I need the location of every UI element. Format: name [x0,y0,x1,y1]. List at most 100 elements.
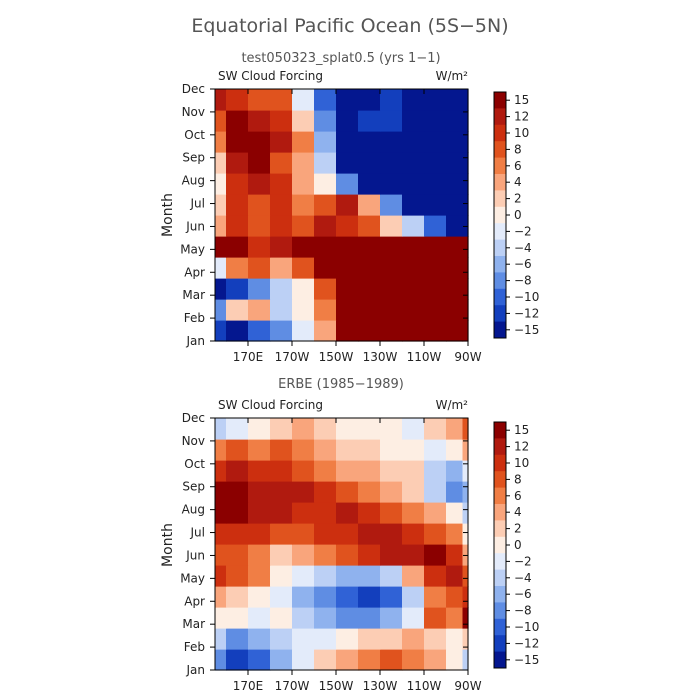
heatmap-cell [215,320,227,342]
heatmap-cell [215,152,227,174]
heatmap-cell [402,215,425,237]
heatmap-cell [336,257,359,279]
panel-title: test050323_splat0.5 (yrs 1−1) [241,51,440,66]
colorbar-swatch [494,321,506,339]
heatmap-cell [424,628,447,650]
heatmap-cell [270,257,293,279]
heatmap-cell [380,649,403,671]
y-tick-label: Apr [184,265,205,279]
heatmap-cell [402,418,425,440]
heatmap-cell [446,194,464,216]
heatmap-cell [462,215,469,237]
heatmap-cell [270,439,293,461]
heatmap-cell [424,649,447,671]
heatmap-cell [462,649,469,671]
heatmap-cell [314,257,337,279]
heatmap-cell [248,299,271,321]
heatmap-cell [336,299,359,321]
heatmap-cell [270,173,293,195]
heatmap-cell [446,649,464,671]
colorbar-label: 8 [514,142,522,156]
colorbar-swatch [494,190,506,208]
heatmap-cell [358,523,381,545]
heatmap-cell [358,257,381,279]
heatmap-cell [314,131,337,153]
heatmap-cell [248,89,271,111]
heatmap-cell [336,439,359,461]
heatmap-cell [336,152,359,174]
heatmap-cell [248,439,271,461]
heatmap-cell [462,278,469,300]
heatmap-cell [336,544,359,566]
y-tick-label: Dec [182,411,205,425]
heatmap-cell [226,649,249,671]
colorbar-label: 10 [514,126,529,140]
y-tick-label: Feb [184,311,205,325]
heatmap-cell [402,194,425,216]
heatmap-cell [424,460,447,482]
heatmap-cell [402,131,425,153]
heatmap-cell [248,278,271,300]
heatmap-cell [314,418,337,440]
heatmap-cell [336,418,359,440]
heatmap-cell [215,89,227,111]
heatmap-cell [248,131,271,153]
heatmap-cell [314,502,337,524]
colorbar-label: −6 [514,587,532,601]
heatmap-cell [358,439,381,461]
heatmap-cell [402,299,425,321]
heatmap-cell [380,173,403,195]
heatmap-cell [270,320,293,342]
heatmap-cell [292,173,315,195]
heatmap-cell [292,481,315,503]
colorbar-swatch [494,288,506,306]
heatmap-cell [462,523,469,545]
heatmap-cell [462,586,469,608]
heatmap-cell [248,418,271,440]
y-axis-label: Month [160,193,176,237]
colorbar-swatch [494,206,506,224]
heatmap-cell [226,173,249,195]
heatmap-cell [402,523,425,545]
heatmap-cell [402,481,425,503]
heatmap-cell [358,502,381,524]
heatmap-cell [226,215,249,237]
heatmap-cell [314,173,337,195]
heatmap-cell [424,257,447,279]
heatmap-cell [292,152,315,174]
heatmap-cell [248,236,271,258]
colorbar-swatch [494,438,506,456]
colorbar: 15 12 10 8 6 4 2 0 −2 −4 −6 −8 −10 −12 −15 [493,91,539,339]
heatmap-cell [462,439,469,461]
heatmap-cell [424,418,447,440]
heatmap-cell [215,257,227,279]
heatmap-cell [402,502,425,524]
heatmap-cell [446,152,464,174]
heatmap-cell [380,544,403,566]
heatmap-cell [215,173,227,195]
heatmap-cell [336,460,359,482]
heatmap-cell [248,586,271,608]
heatmap-cell [270,607,293,629]
heatmap-cell [358,236,381,258]
heatmap-cell [248,649,271,671]
heatmap-cell [248,215,271,237]
heatmap-cell [314,439,337,461]
heatmap-cell [336,278,359,300]
heatmap-cell [248,502,271,524]
heatmap-cell [292,215,315,237]
y-tick-label: Jan [186,334,206,348]
y-tick-label: Jul [190,197,205,211]
heatmap-cell [424,481,447,503]
heatmap-cell [215,236,227,258]
colorbar-label: −12 [514,306,539,320]
heatmap-cell [380,586,403,608]
heatmap-cell [226,565,249,587]
heatmap-cell [215,131,227,153]
y-tick-label: Aug [182,503,205,517]
heatmap-cell [248,607,271,629]
colorbar-swatch [494,471,506,488]
colorbar-swatch [494,223,506,240]
colorbar-swatch [494,124,506,142]
heatmap-cell [380,89,403,111]
